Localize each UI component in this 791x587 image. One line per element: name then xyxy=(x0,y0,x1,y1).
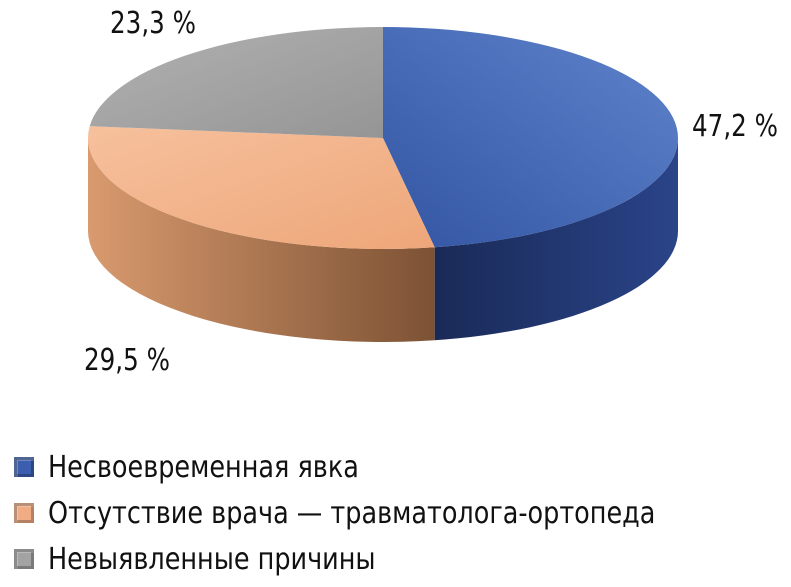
pie-slice-nesvoevremennaya-yavka xyxy=(383,27,678,248)
legend-item-otsutstvie-vracha: Отсутствие врача — травматолога-ортопеда xyxy=(14,490,763,536)
pie-slice-side-nesvoevremennaya-yavka xyxy=(434,138,678,341)
data-label-otsutstvie-vracha: 29,5 % xyxy=(84,344,170,378)
legend-label: Невыявленные причины xyxy=(48,541,376,577)
legend-swatch-blue xyxy=(14,457,34,477)
legend-swatch-orange xyxy=(14,503,34,523)
pie-slice-side-otsutstvie-vracha xyxy=(88,138,435,342)
pie-slice-nevyyavlennye-prichiny xyxy=(89,27,383,138)
legend-item-nevyyavlennye-prichiny: Невыявленные причины xyxy=(14,536,763,582)
legend-swatch-gray xyxy=(14,549,34,569)
pie-slice-otsutstvie-vracha xyxy=(87,126,435,249)
legend: Несвоевременная явка Отсутствие врача — … xyxy=(14,444,763,582)
legend-item-nesvoevremennaya-yavka: Несвоевременная явка xyxy=(14,444,763,490)
legend-label: Отсутствие врача — травматолога-ортопеда xyxy=(48,495,656,531)
slice-tops xyxy=(87,27,678,249)
slice-sides xyxy=(88,138,678,342)
legend-label: Несвоевременная явка xyxy=(48,449,359,485)
data-label-nesvoevremennaya-yavka: 47,2 % xyxy=(692,110,778,144)
data-label-nevyyavlennye-prichiny: 23,3 % xyxy=(110,7,196,41)
pie-chart: 47,2 % 29,5 % 23,3 % xyxy=(84,7,778,378)
